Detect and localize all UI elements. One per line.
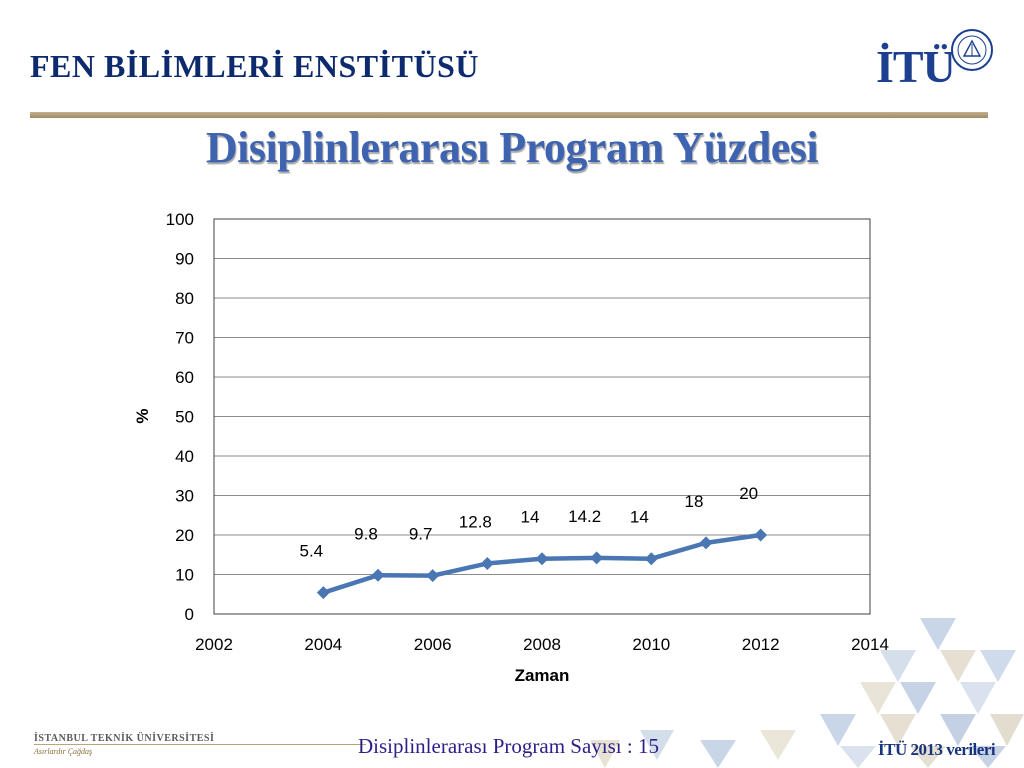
x-axis-label: Zaman — [515, 666, 570, 685]
data-point — [371, 568, 385, 582]
data-point — [699, 536, 713, 550]
itu-logo: İTÜ — [876, 28, 996, 98]
data-point — [754, 528, 768, 542]
x-tick-label: 2006 — [414, 635, 452, 654]
data-label: 18 — [685, 492, 704, 511]
data-label: 12.8 — [459, 512, 492, 531]
x-tick-label: 2002 — [195, 635, 233, 654]
data-point — [644, 552, 658, 566]
program-count: Disiplinlerarası Program Sayısı : 15 — [358, 734, 659, 758]
university-motto: Asırlardır Çağdaş — [34, 747, 93, 756]
y-tick-label: 0 — [185, 605, 194, 624]
data-label: 9.8 — [354, 524, 378, 543]
plot-area-border — [213, 218, 871, 615]
footer-divider — [34, 744, 366, 745]
data-label: 14 — [521, 508, 540, 527]
y-tick-label: 70 — [175, 329, 194, 348]
logo-text: İTÜ — [876, 41, 956, 92]
y-axis: 0 10 20 30 40 50 60 70 80 90 100 — [166, 210, 194, 624]
x-tick-label: 2008 — [523, 635, 561, 654]
institute-title: FEN BİLİMLERİ ENSTİTÜSÜ — [30, 48, 479, 84]
y-tick-label: 30 — [175, 487, 194, 506]
x-axis: 2002 2004 2006 2008 2010 2012 2014 — [195, 635, 889, 654]
y-tick-label: 100 — [166, 210, 194, 229]
data-label: 9.7 — [409, 525, 433, 544]
y-tick-label: 60 — [175, 368, 194, 387]
data-label: 20 — [739, 484, 758, 503]
x-tick-label: 2010 — [632, 635, 670, 654]
y-tick-label: 50 — [175, 408, 194, 427]
x-tick-label: 2004 — [304, 635, 342, 654]
university-seal-icon — [951, 29, 993, 71]
y-tick-label: 90 — [175, 250, 194, 269]
y-tick-label: 20 — [175, 526, 194, 545]
y-tick-label: 80 — [175, 289, 194, 308]
decorative-triangles — [590, 618, 1024, 768]
data-point — [426, 569, 440, 583]
data-point — [480, 556, 494, 570]
data-label: 14.2 — [568, 507, 601, 526]
data-labels: 5.4 9.8 9.7 12.8 14 14.2 14 18 20 — [300, 484, 759, 561]
x-tick-label: 2012 — [742, 635, 780, 654]
y-axis-label: % — [133, 408, 152, 423]
university-name: İSTANBUL TEKNİK ÜNİVERSİTESİ — [34, 733, 215, 744]
slide-title: Disiplinlerarası Program Yüzdesi — [205, 123, 819, 172]
header-divider — [30, 112, 988, 118]
y-tick-label: 10 — [175, 566, 194, 585]
data-label: 14 — [630, 508, 649, 527]
series — [316, 528, 768, 600]
data-point — [316, 586, 330, 600]
y-tick-label: 40 — [175, 447, 194, 466]
data-point — [590, 551, 604, 565]
data-label: 5.4 — [300, 542, 324, 561]
grid — [214, 258, 870, 575]
data-point — [535, 552, 549, 566]
x-tick-label: 2014 — [851, 635, 889, 654]
data-source: İTÜ 2013 verileri — [878, 740, 996, 759]
